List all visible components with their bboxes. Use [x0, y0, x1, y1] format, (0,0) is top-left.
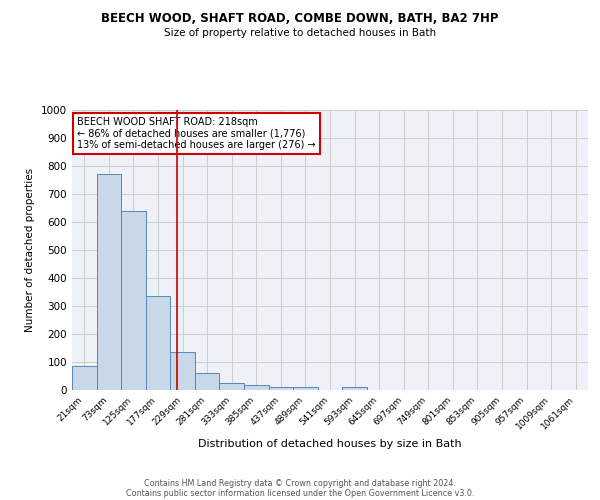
Bar	[72, 366, 97, 390]
Bar	[269, 386, 293, 390]
Bar	[220, 383, 244, 390]
Text: Size of property relative to detached houses in Bath: Size of property relative to detached ho…	[164, 28, 436, 38]
Text: BEECH WOOD, SHAFT ROAD, COMBE DOWN, BATH, BA2 7HP: BEECH WOOD, SHAFT ROAD, COMBE DOWN, BATH…	[101, 12, 499, 26]
Text: BEECH WOOD SHAFT ROAD: 218sqm
← 86% of detached houses are smaller (1,776)
13% o: BEECH WOOD SHAFT ROAD: 218sqm ← 86% of d…	[77, 117, 316, 150]
Text: Contains public sector information licensed under the Open Government Licence v3: Contains public sector information licen…	[126, 488, 474, 498]
Bar	[146, 296, 170, 390]
Bar	[170, 352, 195, 390]
Text: Contains HM Land Registry data © Crown copyright and database right 2024.: Contains HM Land Registry data © Crown c…	[144, 478, 456, 488]
Bar	[121, 211, 146, 390]
Bar	[195, 373, 220, 390]
Bar	[293, 387, 318, 390]
Bar	[244, 385, 269, 390]
Y-axis label: Number of detached properties: Number of detached properties	[25, 168, 35, 332]
Bar	[342, 386, 367, 390]
X-axis label: Distribution of detached houses by size in Bath: Distribution of detached houses by size …	[198, 440, 462, 450]
Bar	[97, 174, 121, 390]
